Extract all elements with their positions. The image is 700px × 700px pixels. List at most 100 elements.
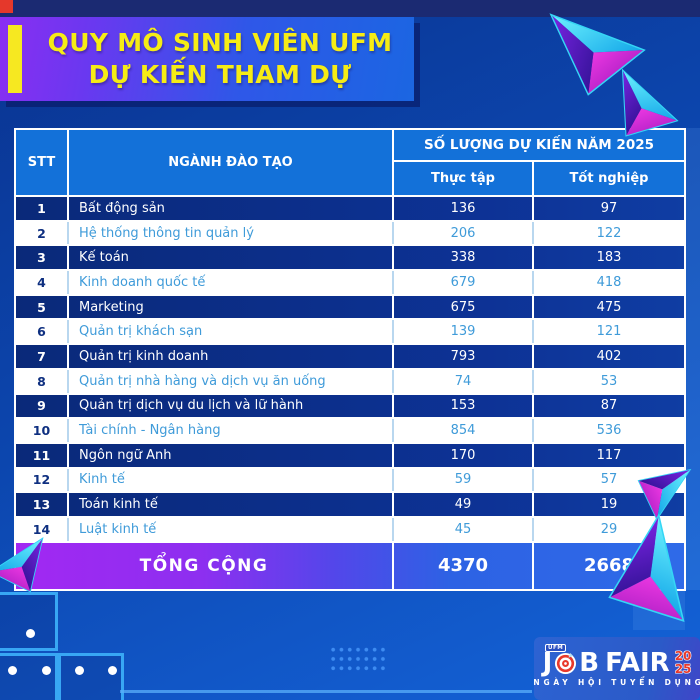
domino-dot: [26, 629, 35, 638]
total-graduation-count: 2668: [583, 555, 635, 577]
row-number: 7: [16, 345, 69, 368]
table-row: 10 Tài chính - Ngân hàng 854 536: [16, 419, 684, 442]
domino-icon: [0, 653, 58, 700]
row-number: 13: [16, 493, 69, 516]
row-internship-count: 675: [394, 295, 534, 319]
table-body: 1 Bất động sản 136 97 2 Hệ thống thông t…: [16, 197, 684, 541]
table-row: 9 Quản trị dịch vụ du lịch và lữ hành 15…: [16, 394, 684, 418]
row-major-name: Toán kinh tế: [69, 493, 394, 516]
row-major-name: Kinh tế: [69, 468, 394, 492]
logo-year-top: 20: [674, 649, 692, 664]
row-number: 9: [16, 394, 69, 418]
top-strip: [0, 0, 700, 17]
table-row: 3 Kế toán 338 183: [16, 246, 684, 270]
row-internship-count: 206: [394, 221, 534, 245]
row-graduation-count: 53: [600, 373, 618, 389]
row-graduation-count: 475: [596, 299, 622, 315]
header-major: NGÀNH ĐÀO TẠO: [69, 130, 394, 195]
row-number: 11: [16, 443, 69, 467]
total-row: TỔNG CỘNG 4370 2668: [16, 542, 684, 589]
logo-wordmark: J B FAIR 20 25: [543, 650, 692, 676]
row-number: 12: [16, 468, 69, 492]
row-number: 10: [16, 419, 69, 442]
row-number: 4: [16, 271, 69, 294]
domino-dot: [75, 666, 84, 675]
row-number: 1: [16, 197, 69, 220]
row-number: 8: [16, 369, 69, 393]
row-graduation-count: 57: [600, 472, 618, 488]
table-row: 4 Kinh doanh quốc tế 679 418: [16, 271, 684, 294]
total-label: TỔNG CỘNG: [16, 542, 394, 589]
header-stt: STT: [16, 130, 69, 195]
domino-dot: [108, 666, 117, 675]
table-row: 6 Quản trị khách sạn 139 121: [16, 320, 684, 344]
row-major-name: Ngôn ngữ Anh: [69, 443, 394, 467]
page-title: QUY MÔ SINH VIÊN UFM DỰ KIẾN THAM DỰ: [0, 27, 414, 91]
header-expected-2025: SỐ LƯỢNG DỰ KIẾN NĂM 2025: [394, 130, 684, 160]
row-number: 6: [16, 320, 69, 344]
row-major-name: Quản trị kinh doanh: [69, 345, 394, 368]
ufm-badge: UFM: [545, 644, 567, 652]
row-graduation-count: 97: [600, 200, 618, 216]
row-internship-count: 153: [394, 394, 534, 418]
banner-accent-bar: [8, 25, 22, 93]
table-row: 13 Toán kinh tế 49 19: [16, 493, 684, 516]
row-graduation-count: 418: [596, 274, 622, 290]
row-major-name: Marketing: [69, 295, 394, 319]
table-row: 12 Kinh tế 59 57: [16, 468, 684, 492]
logo-year-bottom: 25: [674, 662, 692, 676]
row-graduation-count: 117: [596, 447, 622, 463]
pyramid-icon: [0, 537, 49, 597]
table-header: STT NGÀNH ĐÀO TẠO SỐ LƯỢNG DỰ KIẾN NĂM 2…: [16, 130, 684, 195]
row-internship-count: 139: [394, 320, 534, 344]
row-number: 5: [16, 295, 69, 319]
table-row: 14 Luật kinh tế 45 29: [16, 517, 684, 541]
target-icon: [555, 652, 577, 674]
row-internship-count: 854: [394, 419, 534, 442]
row-internship-count: 338: [394, 246, 534, 270]
row-major-name: Tài chính - Ngân hàng: [69, 419, 394, 442]
row-internship-count: 74: [394, 369, 534, 393]
row-major-name: Quản trị nhà hàng và dịch vụ ăn uống: [69, 369, 394, 393]
row-number: 2: [16, 221, 69, 245]
title-line-2: DỰ KIẾN THAM DỰ: [88, 60, 352, 89]
table-row: 7 Quản trị kinh doanh 793 402: [16, 345, 684, 368]
row-number: 3: [16, 246, 69, 270]
domino-dot: [8, 666, 17, 675]
logo-tagline: NGÀY HỘI TUYỂN DỤNG: [533, 678, 700, 687]
dots-icon: [329, 645, 387, 672]
table-row: 1 Bất động sản 136 97: [16, 197, 684, 220]
row-graduation-count: 29: [600, 521, 618, 537]
header-internship: Thực tập: [394, 162, 534, 195]
domino-dot: [42, 666, 51, 675]
row-major-name: Bất động sản: [69, 197, 394, 220]
table-row: 8 Quản trị nhà hàng và dịch vụ ăn uống 7…: [16, 369, 684, 393]
logo-letter-j: J: [542, 648, 553, 678]
row-major-name: Quản trị dịch vụ du lịch và lữ hành: [69, 394, 394, 418]
total-internship-count: 4370: [394, 542, 534, 589]
background-band: [686, 128, 700, 590]
jobfair-logo: UFM J B FAIR 20 25 NGÀY HỘI TUYỂN DỤNG: [533, 637, 700, 700]
corner-red-square: [0, 0, 13, 13]
row-graduation-count: 121: [596, 324, 622, 340]
bottom-accent-line: [120, 690, 532, 693]
row-graduation-count: 183: [596, 250, 622, 266]
table-row: 5 Marketing 675 475: [16, 295, 684, 319]
table-row: 2 Hệ thống thông tin quản lý 206 122: [16, 221, 684, 245]
row-internship-count: 679: [394, 271, 534, 294]
row-internship-count: 49: [394, 493, 534, 516]
header-graduation: Tốt nghiệp: [534, 162, 684, 195]
row-major-name: Kế toán: [69, 246, 394, 270]
enrollment-table: STT NGÀNH ĐÀO TẠO SỐ LƯỢNG DỰ KIẾN NĂM 2…: [14, 128, 686, 591]
row-major-name: Quản trị khách sạn: [69, 320, 394, 344]
row-graduation-count: 402: [596, 348, 622, 364]
logo-fair-text: FAIR: [605, 648, 670, 678]
row-major-name: Kinh doanh quốc tế: [69, 271, 394, 294]
title-line-1: QUY MÔ SINH VIÊN UFM: [47, 28, 393, 57]
logo-year: 20 25: [675, 650, 692, 675]
logo-letter-b: B: [579, 648, 600, 678]
row-graduation-count: 536: [596, 423, 622, 439]
row-number: 14: [16, 517, 69, 541]
domino-icon: [58, 653, 124, 700]
